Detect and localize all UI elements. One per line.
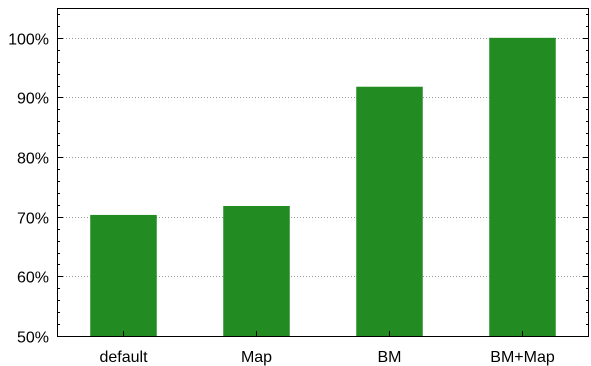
x-tick-label: Map — [241, 349, 272, 366]
y-tick-label: 80% — [17, 151, 49, 168]
bar — [356, 86, 423, 336]
y-tick-label: 100% — [8, 32, 49, 49]
plot-frame — [57, 8, 589, 337]
bar — [90, 214, 157, 336]
x-tick-label: BM+Map — [490, 349, 555, 366]
x-tick-label: default — [99, 349, 148, 366]
y-tick-label: 50% — [17, 330, 49, 347]
bars — [90, 37, 556, 337]
y-tick-label: 90% — [17, 91, 49, 108]
y-axis: 50% 60% 70% 80% 90% 100% — [8, 14, 589, 347]
x-tick-label: BM — [378, 349, 402, 366]
x-axis: default Map BM BM+Map — [99, 331, 555, 366]
y-tick-label: 70% — [17, 211, 49, 228]
bar — [223, 205, 290, 336]
y-tick-label: 60% — [17, 270, 49, 287]
bar — [489, 37, 556, 337]
